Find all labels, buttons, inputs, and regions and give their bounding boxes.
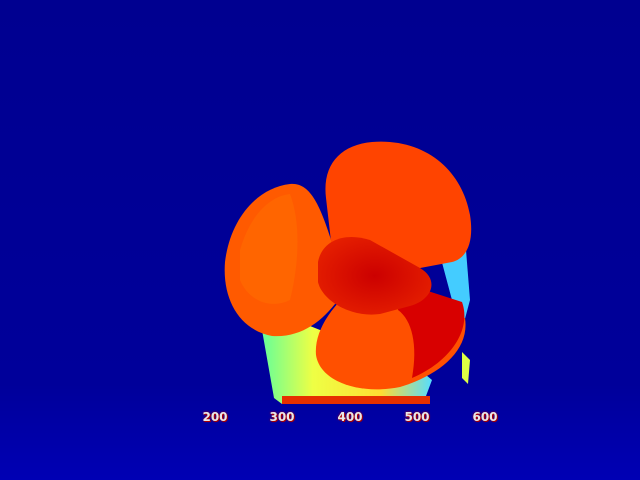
- axis-tick-200: 200: [202, 410, 228, 424]
- propeller-hub: [318, 236, 432, 315]
- mount-right-foot: [462, 352, 470, 384]
- axis-tick-300: 300: [269, 410, 295, 424]
- axis-tick-600: 600: [472, 410, 498, 424]
- axis-tick-500: 500: [404, 410, 430, 424]
- mount-bottom-bar: [282, 396, 430, 404]
- blade-left-highlight: [240, 194, 298, 304]
- axis-tick-400: 400: [337, 410, 363, 424]
- blade-bottom-shade: [398, 282, 465, 378]
